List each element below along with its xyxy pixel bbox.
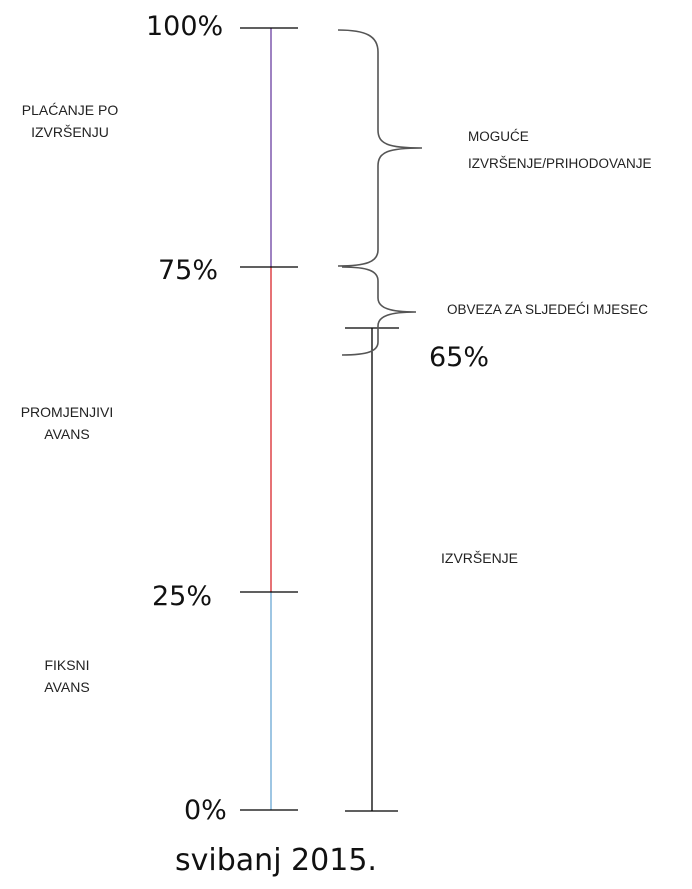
label-fiksni-line-1: FIKSNI <box>44 657 90 673</box>
date-caption: svibanj 2015. <box>175 843 377 878</box>
brace-moguce-izvrsenje <box>337 29 423 267</box>
label-moguce-line-2: IZVRŠENJE/PRIHODOVANJE <box>468 156 652 171</box>
tick-label-75: 75% <box>158 255 219 286</box>
label-placanje-po-izvrsenju: PLAĆANJE PO IZVRŠENJU <box>0 99 140 143</box>
tick-label-0: 0% <box>184 795 227 826</box>
execution-label-65: 65% <box>429 342 490 373</box>
label-izvrsenje: IZVRŠENJE <box>441 550 519 566</box>
label-promjenjivi-line-2: AVANS <box>44 426 90 442</box>
label-obveza-sljedeci-mjesec: OBVEZA ZA SLJEDEĆI MJESEC <box>447 302 649 317</box>
label-moguce-line-1: MOGUĆE <box>468 129 529 144</box>
label-moguce-izvrsenje: MOGUĆE IZVRŠENJE/PRIHODOVANJE <box>468 123 652 177</box>
label-fiksni-line-2: AVANS <box>44 679 90 695</box>
tick-label-100: 100% <box>146 11 224 42</box>
label-promjenjivi-avans: PROMJENJIVI AVANS <box>0 401 134 445</box>
label-placanje-line-2: IZVRŠENJU <box>31 124 109 140</box>
tick-label-25: 25% <box>152 581 213 612</box>
brace-obveza-sljedeci-mjesec <box>341 266 417 356</box>
label-promjenjivi-line-1: PROMJENJIVI <box>20 404 114 420</box>
label-fiksni-avans: FIKSNI AVANS <box>0 654 134 698</box>
label-placanje-line-1: PLAĆANJE PO <box>21 102 119 118</box>
